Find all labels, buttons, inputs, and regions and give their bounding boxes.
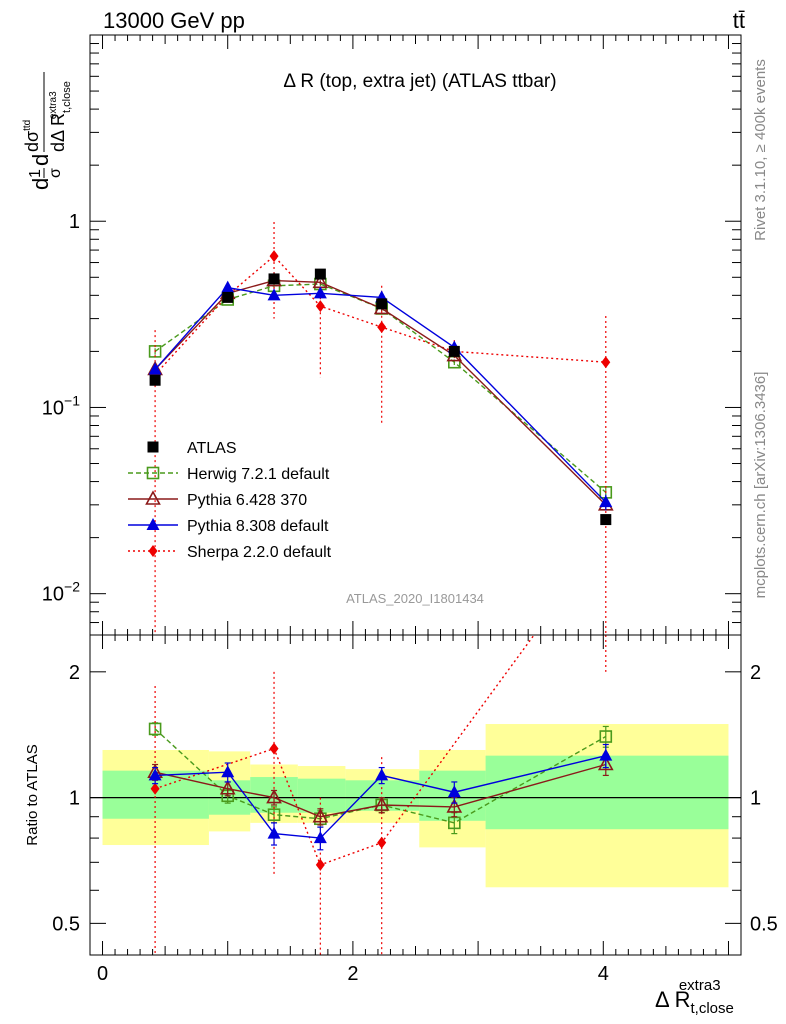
series-herwig (148, 277, 613, 499)
header-process-label: tt̄ (733, 8, 745, 33)
data-point-pythia8 (313, 286, 327, 299)
chart-title: Δ R (top, extra jet) (ATLAS ttbar) (283, 71, 556, 92)
ratio-point-pythia8 (148, 768, 162, 781)
ratio-y-tick-label-right: 2 (750, 662, 761, 684)
data-point-pythia8 (148, 362, 162, 375)
ratio-series-group (147, 635, 614, 955)
data-point-atlas (448, 345, 460, 357)
data-point-atlas (314, 268, 326, 280)
ratio-point-herwig (267, 808, 281, 822)
x-tick-label: 0 (97, 963, 108, 985)
ratio-point-pythia8 (599, 748, 613, 761)
header-energy-label: 13000 GeV pp (103, 8, 245, 33)
ratio-frame (89, 634, 742, 956)
uncertainty-band-inner (485, 755, 729, 830)
ratio-point-pythia6 (597, 755, 614, 771)
ratio-point-sherpa (315, 858, 325, 871)
ratio-point-pythia6 (266, 788, 282, 804)
legend-label-atlas: ATLAS (187, 440, 237, 457)
legend-item-pythia8: Pythia 8.308 default (128, 518, 329, 535)
legend-item-herwig: Herwig 7.2.1 default (128, 466, 330, 483)
legend-marker-sherpa (148, 545, 158, 557)
ratio-point-herwig (448, 816, 461, 830)
ratio-point-pythia8 (447, 785, 461, 798)
series-atlas (149, 268, 612, 526)
legend-item-atlas: ATLAS (147, 440, 237, 457)
legend-marker-herwig (146, 466, 160, 480)
ratio-point-sherpa (150, 782, 160, 795)
legend-label-sherpa: Sherpa 2.2.0 default (187, 544, 332, 561)
data-point-pythia8 (267, 288, 281, 301)
ratio-series-pythia8 (148, 743, 613, 851)
ratio-point-pythia6 (373, 796, 390, 811)
ratio-point-pythia6 (312, 808, 329, 823)
main-plot-area: 1 10−1 10−2 (42, 35, 741, 636)
data-point-sherpa (601, 356, 611, 369)
ratio-point-sherpa (377, 836, 387, 849)
series-sherpa (150, 222, 611, 635)
uncertainty-band-inner (297, 778, 346, 813)
data-point-sherpa (377, 321, 387, 334)
y-tick-label: 1 (69, 211, 80, 233)
legend-marker-atlas (147, 441, 159, 453)
analysis-watermark: ATLAS_2020_I1801434 (346, 591, 484, 606)
ratio-y-tick-label-right: 0.5 (750, 913, 778, 935)
ratio-point-pythia8 (313, 831, 327, 844)
ratio-point-herwig (148, 722, 162, 736)
x-axis-label-text: Δ Rt,closeextra3 (655, 977, 734, 1017)
y-tick-label: 10−1 (42, 392, 80, 419)
data-point-atlas (600, 514, 612, 526)
ratio-y-tick-label: 1 (69, 788, 80, 810)
ratio-point-pythia8 (375, 768, 389, 781)
ratio-point-pythia6 (219, 780, 236, 795)
main-panel: Δ R (top, extra jet) (ATLAS ttbar) ATLAS… (22, 34, 742, 636)
ratio-point-pythia6 (446, 798, 463, 813)
data-point-herwig (448, 355, 461, 369)
ratio-y-tick-label: 0.5 (52, 913, 80, 935)
ratio-plot-area: 0 2 4 0.5 0.5 1 1 2 2 (52, 635, 778, 985)
x-axis-label: Δ Rt,closeextra3 (655, 977, 734, 1017)
y-label-part: σ (47, 168, 64, 178)
legend-item-sherpa: Sherpa 2.2.0 default (128, 544, 332, 561)
series-line-sherpa (154, 255, 606, 376)
data-point-atlas (268, 273, 280, 285)
x-tick-label: 2 (347, 963, 358, 985)
legend-item-pythia6: Pythia 6.428 370 (128, 490, 307, 509)
rivet-version-label: Rivet 3.1.10, ≥ 400k events (752, 59, 769, 241)
ratio-point-sherpa (269, 742, 279, 755)
data-point-sherpa (315, 300, 325, 313)
y-label-part: dΔ Rt,closeextra3 (48, 81, 73, 152)
series-line-herwig (154, 283, 607, 493)
legend-marker-pythia6 (145, 490, 161, 505)
data-point-atlas (222, 291, 234, 303)
data-point-atlas (149, 374, 161, 386)
ratio-y-axis-label: Ratio to ATLAS (24, 744, 41, 845)
mcplots-label: mcplots.cern.ch [arXiv:1306.3436] (752, 372, 769, 599)
y-tick-label: 10−2 (42, 579, 80, 606)
ratio-point-herwig (599, 730, 613, 743)
legend-label-herwig: Herwig 7.2.1 default (187, 466, 330, 483)
legend-label-pythia6: Pythia 6.428 370 (187, 492, 307, 509)
y-label-part: d (28, 154, 53, 166)
ratio-series-sherpa (150, 635, 607, 955)
data-point-sherpa (269, 250, 279, 263)
y-label-part: dσttd (22, 120, 42, 152)
y-label-part: d (28, 178, 53, 190)
data-point-atlas (376, 298, 388, 310)
ratio-point-pythia8 (267, 826, 281, 839)
legend-marker-pythia8 (146, 518, 160, 530)
data-point-pythia8 (221, 280, 235, 293)
legend: ATLAS Herwig 7.2.1 default Pythia 6.428 37… (128, 440, 332, 561)
legend-label-pythia8: Pythia 8.308 default (187, 518, 329, 535)
ratio-y-tick-label: 2 (69, 662, 80, 684)
x-tick-label: 4 (598, 963, 609, 985)
ratio-point-pythia8 (221, 765, 235, 778)
y-label-part: 1 (27, 169, 44, 178)
ratio-y-tick-label-right: 1 (750, 788, 761, 810)
data-point-pythia8 (599, 495, 613, 508)
